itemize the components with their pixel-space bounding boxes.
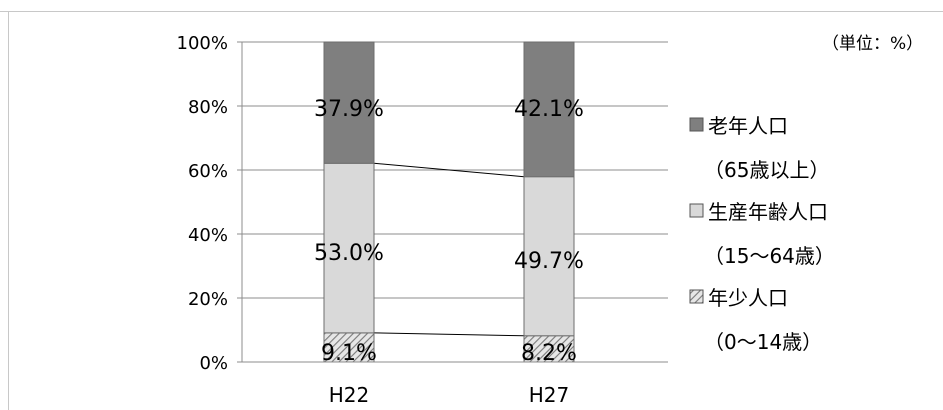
legend-sublabel: （0～14歳） [704, 330, 822, 354]
connector-line [373, 332, 525, 337]
legend-label: 年少人口 [708, 286, 788, 310]
data-label: 37.9% [314, 97, 384, 122]
data-label: 53.0% [314, 241, 384, 266]
y-tick-label: 60% [188, 161, 228, 182]
x-category-label: H27 [529, 383, 570, 407]
series-connectors [373, 162, 525, 337]
legend: 老年人口 （65歳以上） 生産年齢人口 （15～64歳） 年少人口 （0～14歳） [689, 114, 835, 354]
frame-top-border [0, 11, 943, 12]
y-tick-label: 80% [188, 97, 228, 118]
legend-sublabel: （65歳以上） [704, 158, 829, 182]
legend-swatch [689, 203, 704, 218]
data-label: 42.1% [514, 97, 584, 122]
bar-segment [323, 162, 375, 334]
y-tick-label: 0% [199, 353, 228, 374]
y-tick-label: 100% [177, 33, 228, 54]
legend-label: 生産年齢人口 [708, 200, 828, 224]
y-tick-label: 20% [188, 289, 228, 310]
y-axis: 0% 20% 40% 60% 80% 100% [177, 33, 243, 374]
bar-segment [323, 41, 375, 164]
unit-note: （単位：%） [822, 34, 923, 54]
legend-swatch [689, 289, 704, 304]
data-label: 49.7% [514, 249, 584, 274]
y-tick-label: 40% [188, 225, 228, 246]
legend-swatch [689, 117, 704, 132]
legend-sublabel: （15～64歳） [704, 244, 835, 268]
legend-label: 老年人口 [708, 114, 788, 138]
x-category-label: H22 [329, 383, 370, 407]
connector-line [373, 162, 525, 178]
frame-left-border [8, 11, 9, 410]
gridlines [242, 41, 668, 299]
x-axis: H22 H27 [242, 361, 668, 407]
bars: 9.1%53.0%37.9%8.2%49.7%42.1% [314, 41, 584, 366]
bar-segment [523, 41, 575, 178]
